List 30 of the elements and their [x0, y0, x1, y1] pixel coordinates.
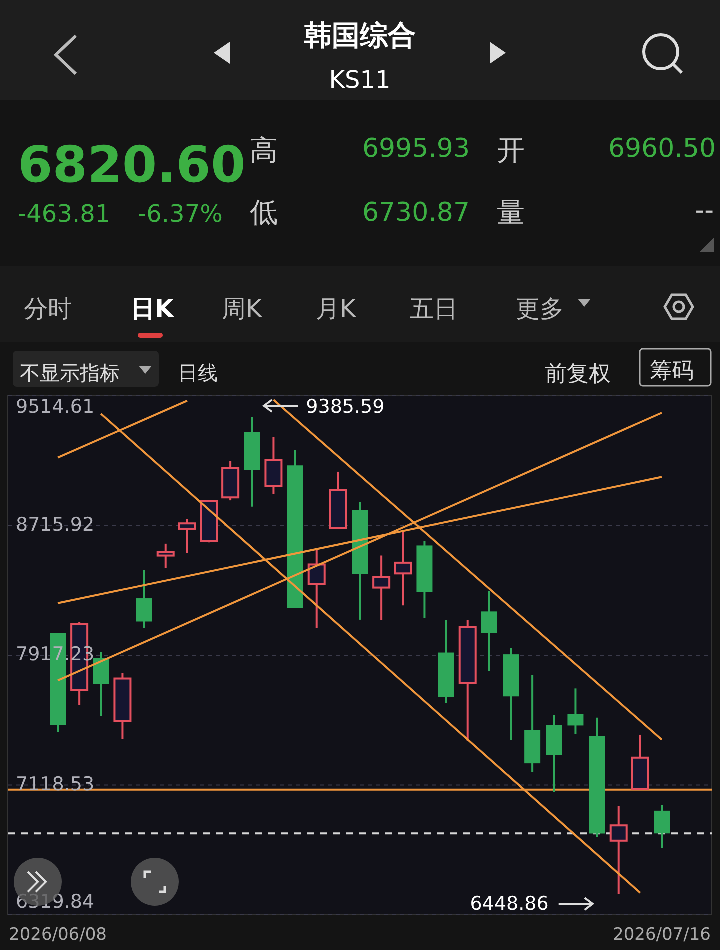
chart-title: 韩国综合	[303, 19, 416, 52]
y-tick-label: 9514.61	[16, 396, 95, 418]
text: 开	[497, 134, 525, 167]
text: 五日	[410, 295, 458, 323]
text: 低	[250, 196, 278, 229]
text: 周K	[222, 295, 263, 323]
text: -463.81	[18, 200, 111, 228]
annotation: 9385.59	[306, 396, 385, 418]
y-tick-label: 8715.92	[16, 514, 95, 536]
text: 月K	[316, 295, 357, 323]
text: 前复权	[545, 362, 611, 387]
text: --	[695, 196, 714, 226]
text: 日K	[131, 295, 175, 323]
text: 6995.93	[362, 134, 470, 164]
text: 6820.60	[18, 136, 246, 194]
text: 分时	[24, 295, 72, 323]
text: 不显示指标	[20, 361, 120, 385]
text: 日线	[178, 361, 218, 385]
text: 高	[250, 134, 278, 167]
text: 6730.87	[362, 198, 470, 228]
text: 量	[497, 196, 525, 229]
chart-subtitle: KS11	[329, 66, 391, 94]
text: 6960.50	[608, 134, 716, 164]
text: -6.37%	[138, 200, 223, 228]
annotation: 6448.86	[470, 893, 549, 916]
text: 更多	[516, 295, 564, 323]
x-tick-label: 2026/07/16	[613, 925, 711, 945]
x-tick-label: 2026/06/08	[9, 925, 107, 945]
text: 筹码	[650, 359, 694, 384]
y-tick-label: 6319.84	[16, 891, 95, 914]
